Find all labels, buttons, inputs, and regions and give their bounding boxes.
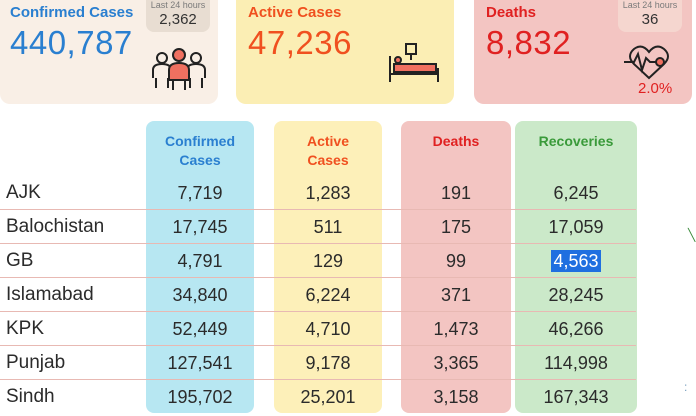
deaths-card: Deaths 8,832 Last 24 hours 36 2.0% [474, 0, 692, 104]
active-column [274, 121, 382, 413]
region-name: GB [6, 250, 34, 271]
confirmed-cases-card: Confirmed Cases 440,787 Last 24 hours 2,… [0, 0, 218, 104]
active-cell: 6,224 [305, 285, 351, 305]
deaths-title: Deaths [486, 4, 537, 21]
confirmed-cell: 7,719 [177, 183, 223, 203]
table-row: Islamabad 34,840 6,224 371 28,245 [0, 278, 636, 312]
deaths-24h-value: 36 [641, 11, 659, 28]
deaths-cell: 99 [445, 251, 467, 271]
death-rate-percent: 2.0% [638, 80, 673, 97]
recoveries-cell[interactable]: 4,563 [515, 244, 637, 278]
confirmed-24h-value: 2,362 [159, 11, 197, 28]
recoveries-cell: 167,343 [543, 387, 609, 407]
decorative-speck: : [684, 380, 688, 394]
recoveries-cell: 114,998 [544, 353, 608, 373]
row-divider [0, 379, 636, 380]
table-row: Balochistan 17,745 511 175 17,059 [0, 210, 636, 244]
deaths-cell: 3,365 [433, 353, 479, 373]
header-confirmed-line2: Cases [179, 152, 221, 168]
confirmed-cell: 52,449 [172, 319, 228, 339]
row-divider [0, 311, 636, 312]
region-name: Islamabad [6, 284, 94, 305]
confirmed-24h-badge: Last 24 hours 2,362 [146, 0, 210, 32]
confirmed-cases-title: Confirmed Cases [10, 4, 134, 21]
deaths-cell: 3,158 [433, 387, 479, 407]
recoveries-cell: 28,245 [548, 285, 604, 305]
row-divider [0, 277, 636, 278]
active-cell: 4,710 [305, 319, 351, 339]
confirmed-column [146, 121, 254, 413]
header-deaths: Deaths [432, 133, 480, 149]
active-cell: 511 [313, 217, 343, 237]
deaths-value: 8,832 [486, 24, 572, 61]
active-cases-card: Active Cases 47,236 [236, 0, 454, 104]
active-cell: 25,201 [300, 387, 356, 407]
region-name: KPK [6, 318, 45, 339]
region-name: AJK [6, 182, 41, 203]
confirmed-24h-label: Last 24 hours [150, 0, 206, 10]
row-divider [0, 345, 636, 346]
row-divider [0, 209, 636, 210]
recoveries-cell: 46,266 [548, 319, 604, 339]
confirmed-cell: 17,745 [172, 217, 228, 237]
selected-text[interactable]: 4,563 [551, 250, 601, 272]
deaths-column [401, 121, 511, 413]
region-name: Balochistan [6, 216, 105, 237]
heart-pulse-icon [624, 45, 669, 80]
deaths-cell: 175 [440, 217, 472, 237]
confirmed-cell: 127,541 [167, 353, 233, 373]
active-cell: 129 [312, 251, 344, 271]
header-active-cases: Active Cases [274, 132, 382, 170]
confirmed-cell: 4,791 [177, 251, 223, 271]
confirmed-cell: 34,840 [172, 285, 228, 305]
deaths-cell: 1,473 [433, 319, 479, 339]
active-cell: 1,283 [305, 183, 351, 203]
deaths-cell: 191 [440, 183, 472, 203]
confirmed-cell: 195,702 [167, 387, 233, 407]
header-recoveries: Recoveries [538, 133, 614, 149]
deaths-24h-badge: Last 24 hours 36 [618, 0, 682, 32]
table-row: Punjab 127,541 9,178 3,365 114,998 [0, 346, 636, 380]
recoveries-cell: 17,059 [548, 217, 604, 237]
active-cases-title: Active Cases [248, 4, 342, 21]
deaths-24h-label: Last 24 hours [622, 0, 678, 10]
header-confirmed-cases: Confirmed Cases [146, 132, 254, 170]
header-active-line2: Cases [307, 152, 349, 168]
active-cell: 9,178 [305, 353, 351, 373]
people-icon [152, 48, 206, 90]
recoveries-cell: 6,245 [553, 183, 599, 203]
deaths-cell: 371 [440, 285, 472, 305]
active-cases-value: 47,236 [248, 24, 352, 61]
region-name: Punjab [6, 352, 66, 373]
decorative-speck: ╲ [688, 228, 696, 242]
confirmed-cases-value: 440,787 [10, 24, 133, 61]
table-row: GB 4,791 129 99 4,563 [0, 244, 636, 278]
row-divider [0, 243, 636, 244]
header-active-line1: Active [306, 133, 350, 149]
table-row: AJK 7,719 1,283 191 6,245 [0, 176, 636, 210]
table-row: Sindh 195,702 25,201 3,158 167,343 [0, 380, 636, 414]
table-row: KPK 52,449 4,710 1,473 46,266 [0, 312, 636, 346]
hospital-bed-icon [389, 43, 439, 82]
header-confirmed-line1: Confirmed [165, 133, 235, 149]
region-name: Sindh [6, 386, 55, 407]
